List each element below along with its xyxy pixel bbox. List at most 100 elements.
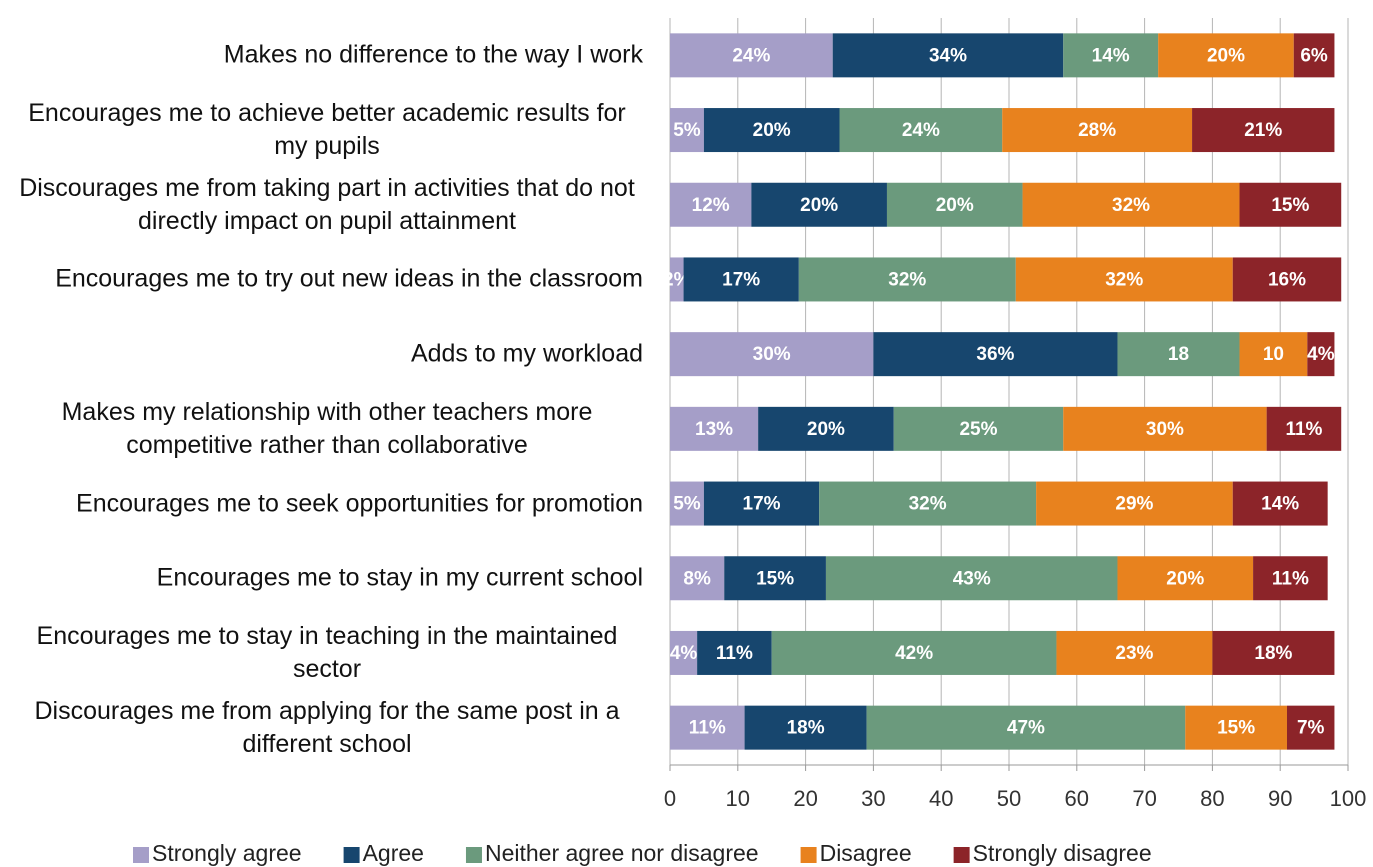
bar-segment xyxy=(1307,332,1335,377)
value-label: 30% xyxy=(1146,419,1184,440)
category-text: Makes my relationship with other teacher… xyxy=(61,397,593,459)
value-label: 20% xyxy=(807,419,845,440)
legend-swatch xyxy=(133,847,149,863)
value-label: 32% xyxy=(1105,269,1143,290)
bar-segment xyxy=(1063,406,1267,451)
legend-label: Strongly disagree xyxy=(973,840,1152,866)
legend-swatch xyxy=(343,847,360,863)
value-label: 20% xyxy=(753,120,791,141)
bar-segment xyxy=(670,481,704,526)
x-tick-label: 90 xyxy=(1268,786,1292,811)
value-label: 20% xyxy=(800,195,838,216)
value-label: 5% xyxy=(673,120,701,141)
legend-label: Neither agree nor disagree xyxy=(485,840,759,866)
value-label: 14% xyxy=(1092,45,1130,66)
category-label: Encourages me to achieve better academic… xyxy=(0,97,643,163)
value-label: 15% xyxy=(756,568,794,589)
legend-swatch xyxy=(465,847,482,863)
bar-segment xyxy=(1117,332,1240,377)
bar-segment xyxy=(1063,33,1159,78)
bar-segment xyxy=(1286,705,1335,750)
value-label: 43% xyxy=(953,568,991,589)
category-text: Encourages me to try out new ideas in th… xyxy=(55,264,643,293)
category-label: Discourages me from applying for the sam… xyxy=(0,695,643,761)
bar-segment xyxy=(697,630,772,675)
value-label: 10 xyxy=(1263,344,1284,365)
bar-segment xyxy=(1002,108,1193,153)
category-label: Makes my relationship with other teacher… xyxy=(0,396,643,462)
category-label: Encourages me to seek opportunities for … xyxy=(0,487,643,520)
legend-label: Disagree xyxy=(820,840,912,866)
category-text: Encourages me to seek opportunities for … xyxy=(76,489,643,518)
bar-segment xyxy=(683,257,799,302)
bar-segment xyxy=(670,108,704,153)
value-label: 18 xyxy=(1168,344,1189,365)
bar-segment xyxy=(1015,257,1233,302)
x-tick-label: 30 xyxy=(861,786,885,811)
bar-segment xyxy=(703,108,840,153)
bar-segment xyxy=(1232,257,1342,302)
value-label: 8% xyxy=(683,568,711,589)
value-label: 20% xyxy=(1207,45,1245,66)
value-label: 17% xyxy=(743,494,781,515)
value-label: 12% xyxy=(692,195,730,216)
value-label: 29% xyxy=(1115,494,1153,515)
bar-segment xyxy=(866,705,1186,750)
category-text: Encourages me to stay in my current scho… xyxy=(156,563,643,592)
value-label: 32% xyxy=(909,494,947,515)
value-label: 20% xyxy=(1166,568,1204,589)
bar-segment xyxy=(1253,556,1328,601)
value-label: 18% xyxy=(787,718,825,739)
x-tick-label: 0 xyxy=(664,786,676,811)
bar-segment xyxy=(839,108,1003,153)
category-label: Makes no difference to the way I work xyxy=(0,39,643,72)
bar-segment xyxy=(670,332,874,377)
x-tick-label: 80 xyxy=(1200,786,1224,811)
bar-segment xyxy=(893,406,1064,451)
value-label: 11% xyxy=(689,718,726,739)
bar-segment xyxy=(1022,182,1240,227)
value-label: 28% xyxy=(1078,120,1116,141)
value-label: 15% xyxy=(1217,718,1255,739)
bar-segment xyxy=(1158,33,1294,78)
bar-segment xyxy=(751,182,887,227)
value-label: 32% xyxy=(888,269,926,290)
value-label: 16% xyxy=(1268,269,1306,290)
bar-segment xyxy=(1239,332,1308,377)
value-label: 17% xyxy=(722,269,760,290)
bar-segment xyxy=(1036,481,1233,526)
category-label: Discourages me from taking part in activ… xyxy=(0,172,643,238)
value-label: 11% xyxy=(1285,419,1322,440)
value-label: 14% xyxy=(1261,494,1299,515)
value-label: 30% xyxy=(753,344,791,365)
bar-segment xyxy=(819,481,1037,526)
category-text: Encourages me to stay in teaching in the… xyxy=(36,621,618,683)
value-label: 25% xyxy=(959,419,997,440)
bar-segment xyxy=(1192,108,1335,153)
x-tick-label: 10 xyxy=(726,786,750,811)
category-text: Encourages me to achieve better academic… xyxy=(28,99,626,161)
category-text: Discourages me from applying for the sam… xyxy=(34,696,620,758)
bar-segment xyxy=(670,257,684,302)
value-label: 21% xyxy=(1244,120,1282,141)
value-label: 20% xyxy=(936,195,974,216)
category-label: Encourages me to stay in teaching in the… xyxy=(0,620,643,686)
bar-segment xyxy=(670,182,752,227)
value-label: 13% xyxy=(695,419,733,440)
legend-swatch xyxy=(800,847,817,863)
bar-segment xyxy=(703,481,820,526)
value-label: 42% xyxy=(895,643,933,664)
bar-segment xyxy=(798,257,1016,302)
bar-segment xyxy=(724,556,826,601)
bar-segment xyxy=(1056,630,1213,675)
value-label: 15% xyxy=(1271,195,1309,216)
bar-segment xyxy=(1293,33,1335,78)
bar-segment xyxy=(1212,630,1335,675)
value-label: 11% xyxy=(1272,568,1309,589)
bar-segment xyxy=(758,406,894,451)
bar-segment xyxy=(670,705,745,750)
bar-segment xyxy=(1117,556,1254,601)
bar-segment xyxy=(832,33,1064,78)
